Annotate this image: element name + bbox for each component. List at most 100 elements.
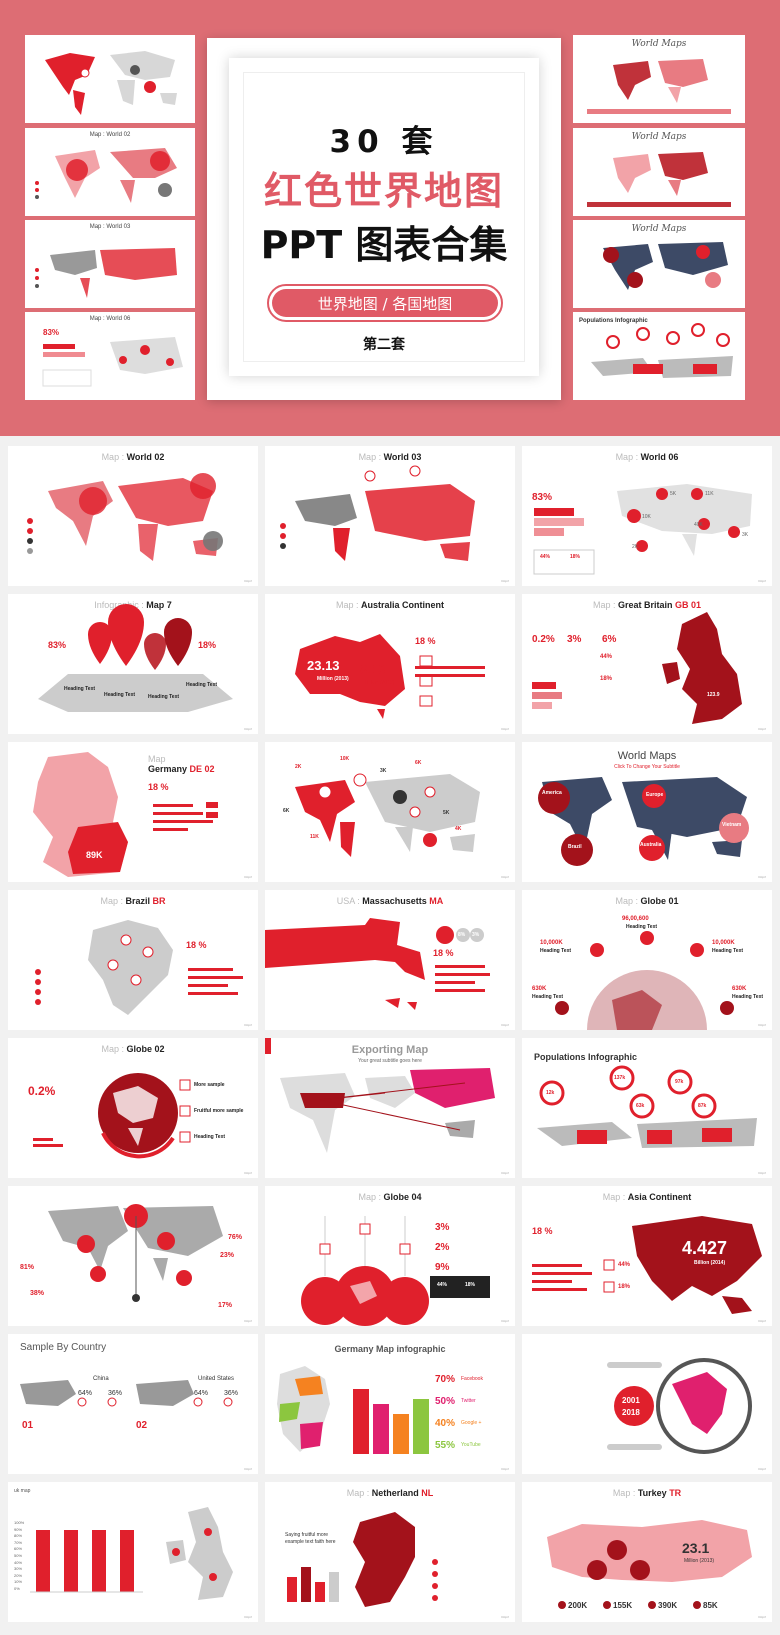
card-world-06[interactable]: Map : World 06 83% 5K 10K 11K 2K 40K 3K …: [522, 446, 772, 586]
card-germany-infographic[interactable]: Germany Map infographic 70% Facebook 50%…: [265, 1334, 515, 1474]
pin-label-4: Heading Text: [186, 682, 218, 688]
text-1: Saying fruitful more: [285, 1532, 329, 1538]
pin-label-2: Heading Text: [104, 692, 136, 698]
stat-1: 0.2%: [532, 634, 555, 645]
stat-percent: 0.2%: [28, 1084, 56, 1098]
label-2: Twitter: [461, 1398, 476, 1404]
card-title: Exporting Map: [351, 1044, 429, 1056]
card-social-map[interactable]: 76% 23% 81% 38% 17% http://: [8, 1186, 258, 1326]
stat-map-label: Billion (2014): [694, 1260, 726, 1266]
stat-3: 81%: [20, 1264, 35, 1271]
card-url: http://: [244, 1615, 252, 1619]
card-australia[interactable]: Map : Australia Continent 23.13 Million …: [265, 594, 515, 734]
banner-thumb-right-2[interactable]: World Maps: [573, 128, 745, 216]
card-title: World Maps: [617, 750, 677, 762]
y-axis-labels: 100% 90% 80% 70% 60% 50% 40% 30% 20% 10% 0%: [14, 1520, 25, 1591]
red-world-map: [27, 473, 223, 561]
card-globe-02[interactable]: Map : Globe 02 0.2% More sample Fruitful…: [8, 1038, 258, 1178]
card-title: Map : Globe 04: [358, 1192, 422, 1202]
card-globe-years[interactable]: 2001 2018 http://: [522, 1334, 772, 1474]
banner-thumb-right-3[interactable]: World Maps: [573, 220, 745, 308]
stat-left-low: 630K: [532, 986, 547, 992]
hero-pill: 世界地图 / 各国地图: [267, 284, 503, 322]
card-populations[interactable]: Populations Infographic 12k 137k 97k 63k…: [522, 1038, 772, 1178]
stat-18: 18%: [570, 554, 581, 560]
card-world-pins[interactable]: 2K 10K 3K 6K 6K 5K 11K 4K http://: [265, 742, 515, 882]
hero-frame: [229, 58, 539, 376]
card-germany[interactable]: Map Germany DE 02 18 % 89K http://: [8, 742, 258, 882]
stat-small-2: 3%: [472, 932, 480, 938]
card-asia[interactable]: Map : Asia Continent 18 % 4.427 Billion …: [522, 1186, 772, 1326]
bubble-europe: Europe: [646, 792, 664, 798]
card-url: http://: [244, 1171, 252, 1175]
card-title: Map : Turkey TR: [612, 1488, 682, 1498]
stat-2k: 2K: [632, 544, 639, 550]
label-1: Facebook: [461, 1376, 483, 1382]
stat-3: 64%: [194, 1390, 209, 1397]
card-url: http://: [501, 1467, 509, 1471]
card-map-7[interactable]: Infographic : Map 7 83% 18% Heading Text…: [8, 594, 258, 734]
card-world-02[interactable]: Map : World 02 http://: [8, 446, 258, 586]
dotted-world-thumb: [35, 248, 177, 298]
stat-1: 44%: [618, 1262, 631, 1268]
accent-bar: [265, 1038, 271, 1054]
stat-3k: 3K: [742, 532, 749, 538]
card-great-britain[interactable]: Map : Great Britain GB 01 0.2% 3% 6% 44%…: [522, 594, 772, 734]
country-1: China: [93, 1376, 109, 1382]
bubble-vietnam: Vietnam: [722, 822, 742, 828]
stat-percent: 18 %: [433, 948, 454, 958]
card-turkey[interactable]: Map : Turkey TR 23.1 Million (2013) 200K…: [522, 1482, 772, 1622]
stat-left-mid: 10,000K: [540, 940, 563, 946]
card-title: uk map: [14, 1488, 31, 1494]
hero-edition: 第二套: [363, 337, 405, 353]
stat-map-value: 4.427: [682, 1238, 728, 1258]
card-netherland[interactable]: Map : Netherland NL Saying fruitful more…: [265, 1482, 515, 1622]
banner-thumb-left-3[interactable]: Map : World 03: [25, 220, 195, 308]
three-globes: [301, 1216, 490, 1326]
card-brazil[interactable]: Map : Brazil BR 18 % http://: [8, 890, 258, 1030]
card-uk-map[interactable]: uk map 100% 90% 80% 70% 60% 50% 40% 30% 20% 10…: [8, 1482, 258, 1622]
banner-thumb-left-1[interactable]: [25, 35, 195, 123]
population-thumb: [591, 323, 733, 378]
thumb-title: Map : World 02: [89, 132, 131, 138]
banner-thumb-right-1[interactable]: World Maps: [573, 35, 745, 123]
country-compare: [20, 1380, 233, 1407]
card-exporting-map[interactable]: Exporting Map Your great subtitle goes h…: [265, 1038, 515, 1178]
banner-thumb-left-2[interactable]: Map : World 02: [25, 128, 195, 216]
card-url: http://: [501, 579, 509, 583]
stat-4: 36%: [224, 1390, 239, 1397]
card-url: http://: [501, 727, 509, 731]
stat-2: 155K: [613, 1601, 633, 1610]
card-massachusetts[interactable]: USA : Massachusetts MA 18 % 8% 3% http:/…: [265, 890, 515, 1030]
banner-thumb-left-4[interactable]: Map : World 06 83%: [25, 312, 195, 400]
stat-map-value: 23.1: [682, 1540, 710, 1556]
pop-3: 97k: [675, 1079, 684, 1085]
thumb-title: World Maps: [631, 224, 687, 234]
year-end: 2018: [622, 1408, 640, 1417]
card-globe-01[interactable]: Map : Globe 01 96,00,600 Heading Text 10…: [522, 890, 772, 1030]
uk-bar-map: [30, 1507, 233, 1600]
stat-4: 44%: [600, 654, 613, 660]
card-title: Map : Globe 02: [101, 1044, 165, 1054]
stat-percent: 18 %: [532, 1226, 553, 1236]
card-title: Map Germany DE 02: [148, 754, 215, 774]
3d-map-pins: [38, 604, 233, 712]
card-world-maps-navy[interactable]: World Maps Click To Change Your Subtitle…: [522, 742, 772, 882]
export-map: [280, 1068, 495, 1153]
card-title: Map : World 03: [358, 452, 422, 462]
pop-4: 63k: [636, 1103, 645, 1109]
card-sample-by-country[interactable]: Sample By Country China United States 64…: [8, 1334, 258, 1474]
stat-small-1: 8%: [458, 932, 466, 938]
germany-map: [33, 752, 218, 877]
world-map-thumb: [45, 51, 177, 115]
card-url: http://: [758, 1615, 766, 1619]
card-globe-04[interactable]: Map : Globe 04 3% 2% 9% 44% 18% http://: [265, 1186, 515, 1326]
stat-right-low: 630K: [732, 986, 747, 992]
stat-3: 6%: [602, 634, 617, 645]
card-world-03[interactable]: Map : World 03 http://: [265, 446, 515, 586]
stat-percent: 83%: [532, 492, 553, 503]
card-title: Map : Australia Continent: [335, 600, 445, 610]
stat-10k: 10K: [642, 514, 651, 520]
label-1: More sample: [194, 1082, 225, 1088]
banner-thumb-right-4[interactable]: Populations Infographic: [573, 312, 745, 400]
